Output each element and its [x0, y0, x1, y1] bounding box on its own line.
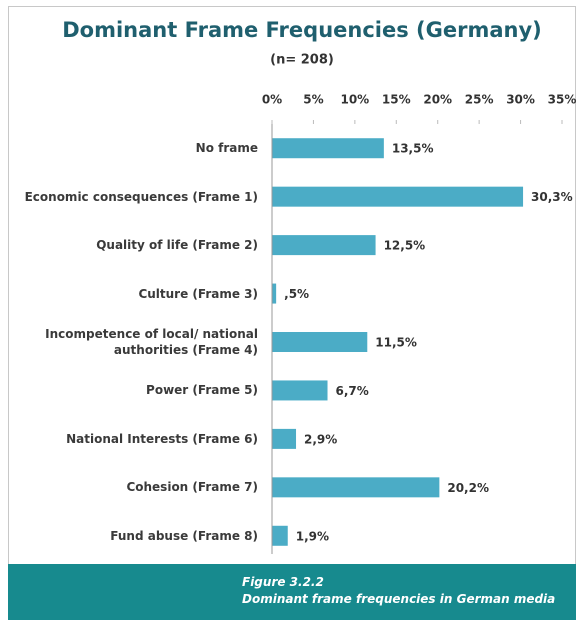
chart-subtitle: (n= 208): [270, 53, 334, 68]
value-label: 6,7%: [336, 384, 369, 398]
bar: [272, 235, 376, 256]
value-label: 13,5%: [392, 142, 434, 156]
chart-title: Dominant Frame Frequencies (Germany): [62, 18, 542, 42]
x-tick-label: 20%: [423, 93, 452, 107]
value-label: 30,3%: [531, 190, 573, 204]
y-tick-label: Power (Frame 5): [146, 383, 258, 398]
y-tick-label: National Interests (Frame 6): [66, 431, 258, 446]
x-tick-label: 25%: [465, 93, 494, 107]
value-label: 1,9%: [296, 529, 329, 543]
y-tick-label: Fund abuse (Frame 8): [110, 528, 258, 543]
figure-number: Figure 3.2.2: [242, 575, 324, 589]
bar: [272, 428, 297, 449]
x-tick-label: 0%: [262, 93, 282, 107]
y-tick-label: Economic consequences (Frame 1): [24, 189, 258, 204]
bar: [272, 332, 368, 352]
bar: [272, 477, 440, 498]
bar: [272, 380, 328, 401]
y-tick-label: No frame: [195, 141, 258, 156]
y-tick-label: Quality of life (Frame 2): [96, 238, 258, 253]
x-tick-label: 30%: [506, 93, 535, 107]
x-tick-label: 10%: [340, 93, 369, 107]
caption: Figure 3.2.2 Dominant frame frequencies …: [8, 564, 576, 620]
y-tick-label: Incompetence of local/ national authorit…: [45, 327, 258, 357]
bar: [272, 525, 288, 546]
bar: [272, 138, 384, 159]
value-label: 12,5%: [384, 239, 426, 253]
y-tick-label: Culture (Frame 3): [138, 286, 258, 301]
chart-frame: [8, 6, 576, 564]
y-tick-label: Cohesion (Frame 7): [126, 480, 258, 495]
x-tick-label: 35%: [548, 93, 577, 107]
value-label: 11,5%: [375, 336, 417, 350]
bar: [272, 186, 524, 207]
figure-caption: Dominant frame frequencies in German med…: [242, 592, 556, 606]
value-label: 2,9%: [304, 432, 337, 446]
bar: [272, 283, 277, 304]
value-label: ,5%: [284, 287, 309, 301]
value-label: 20,2%: [447, 481, 489, 495]
x-tick-label: 5%: [303, 93, 323, 107]
x-tick-label: 15%: [382, 93, 411, 107]
chart: Dominant Frame Frequencies (Germany) (n=…: [62, 18, 577, 554]
